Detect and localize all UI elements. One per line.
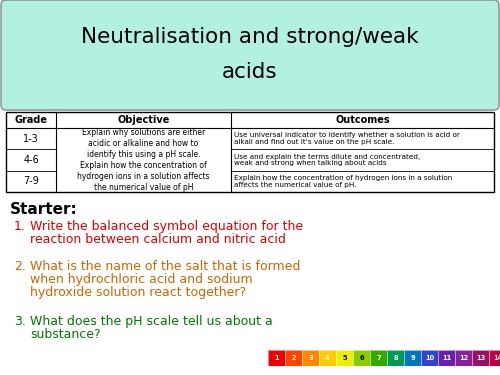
- Bar: [302, 350, 319, 366]
- Bar: [336, 350, 353, 366]
- Bar: [268, 350, 285, 366]
- Bar: [336, 350, 353, 366]
- Text: 1.: 1.: [14, 220, 26, 233]
- Text: 11: 11: [442, 355, 451, 361]
- Text: What is the name of the salt that is formed: What is the name of the salt that is for…: [30, 260, 300, 273]
- Bar: [387, 350, 404, 366]
- Text: What does the pH scale tell us about a: What does the pH scale tell us about a: [30, 315, 273, 328]
- Text: Neutralisation and strong/weak: Neutralisation and strong/weak: [81, 27, 419, 47]
- Bar: [404, 350, 421, 366]
- Text: 4: 4: [325, 355, 330, 361]
- FancyBboxPatch shape: [1, 0, 499, 110]
- Bar: [438, 350, 455, 366]
- Bar: [268, 350, 285, 366]
- Text: 2: 2: [291, 355, 296, 361]
- Bar: [489, 350, 500, 366]
- Bar: [319, 350, 336, 366]
- Text: 7-9: 7-9: [23, 177, 39, 186]
- Bar: [472, 350, 489, 366]
- Text: Explain how the concentration of hydrogen ions in a solution
affects the numeric: Explain how the concentration of hydroge…: [234, 175, 452, 188]
- Bar: [285, 350, 302, 366]
- Text: hydroxide solution react together?: hydroxide solution react together?: [30, 286, 246, 299]
- Bar: [370, 350, 387, 366]
- Bar: [6, 112, 494, 192]
- Text: 12: 12: [459, 355, 468, 361]
- Bar: [472, 350, 489, 366]
- Text: 1-3: 1-3: [23, 134, 39, 144]
- Text: substance?: substance?: [30, 328, 100, 341]
- Bar: [421, 350, 438, 366]
- Bar: [285, 350, 302, 366]
- Text: Starter:: Starter:: [10, 202, 78, 217]
- Bar: [387, 350, 404, 366]
- Text: when hydrochloric acid and sodium: when hydrochloric acid and sodium: [30, 273, 252, 286]
- Text: Outcomes: Outcomes: [335, 115, 390, 125]
- Text: 9: 9: [410, 355, 415, 361]
- Bar: [455, 350, 472, 366]
- Text: 10: 10: [425, 355, 434, 361]
- Text: reaction between calcium and nitric acid: reaction between calcium and nitric acid: [30, 233, 286, 246]
- Bar: [489, 350, 500, 366]
- Text: 2.: 2.: [14, 260, 26, 273]
- Text: Write the balanced symbol equation for the: Write the balanced symbol equation for t…: [30, 220, 303, 233]
- Text: 5: 5: [342, 355, 347, 361]
- Text: Grade: Grade: [14, 115, 48, 125]
- Text: 4-6: 4-6: [23, 155, 39, 165]
- Text: 14: 14: [493, 355, 500, 361]
- Bar: [353, 350, 370, 366]
- Text: Objective: Objective: [118, 115, 170, 125]
- Text: Explain why solutions are either
acidic or alkaline and how to
identify this usi: Explain why solutions are either acidic …: [77, 128, 210, 192]
- Text: 8: 8: [393, 355, 398, 361]
- Text: 13: 13: [476, 355, 485, 361]
- Text: Use universal indicator to identify whether a solution is acid or
alkali and fin: Use universal indicator to identify whet…: [234, 132, 460, 145]
- Text: 6: 6: [359, 355, 364, 361]
- Bar: [438, 350, 455, 366]
- Text: 3: 3: [308, 355, 313, 361]
- Text: Use and explain the terms dilute and concentrated,
weak and strong when talking : Use and explain the terms dilute and con…: [234, 153, 420, 166]
- Text: acids: acids: [222, 62, 278, 82]
- Bar: [353, 350, 370, 366]
- Text: 1: 1: [274, 355, 279, 361]
- Bar: [319, 350, 336, 366]
- Text: 7: 7: [376, 355, 381, 361]
- Bar: [302, 350, 319, 366]
- Bar: [421, 350, 438, 366]
- Bar: [455, 350, 472, 366]
- Bar: [370, 350, 387, 366]
- Bar: [404, 350, 421, 366]
- Text: 3.: 3.: [14, 315, 26, 328]
